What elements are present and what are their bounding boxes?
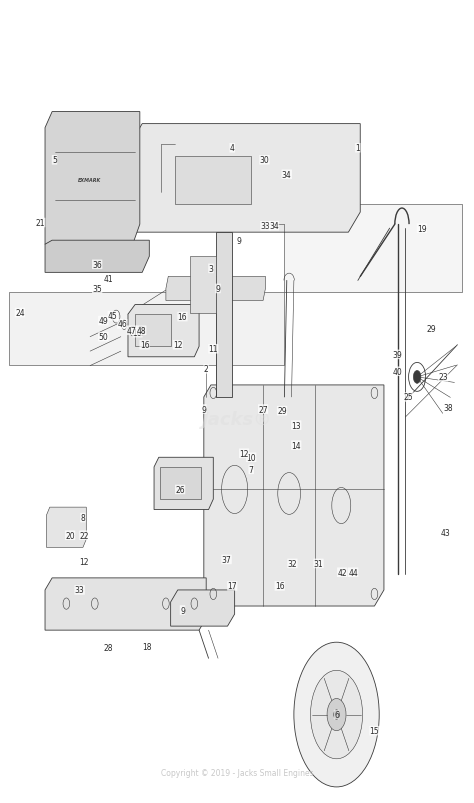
Polygon shape (9, 293, 284, 365)
Polygon shape (166, 277, 265, 301)
Text: 12: 12 (80, 557, 89, 567)
Text: 7: 7 (249, 465, 254, 475)
Text: 34: 34 (269, 222, 279, 231)
Text: 4: 4 (230, 144, 235, 153)
Text: 34: 34 (282, 170, 292, 180)
Polygon shape (45, 241, 149, 273)
Text: 6: 6 (334, 710, 339, 719)
Polygon shape (128, 305, 199, 357)
Polygon shape (204, 385, 384, 606)
Text: 24: 24 (15, 308, 25, 318)
Text: 29: 29 (427, 324, 436, 334)
Text: 40: 40 (392, 367, 402, 377)
Text: 30: 30 (260, 156, 269, 165)
Circle shape (327, 699, 346, 731)
Bar (135, 315, 171, 347)
Text: 10: 10 (246, 453, 256, 463)
Text: 32: 32 (288, 559, 297, 569)
Text: 23: 23 (438, 373, 448, 382)
Text: 20: 20 (65, 531, 75, 540)
Text: 9: 9 (180, 605, 185, 615)
Text: 12: 12 (239, 449, 249, 459)
Text: Copyright © 2019 - Jacks Small Engines: Copyright © 2019 - Jacks Small Engines (161, 768, 313, 777)
Text: 14: 14 (292, 441, 301, 450)
Text: 16: 16 (178, 312, 187, 322)
Text: 16: 16 (275, 581, 284, 591)
Text: 27: 27 (258, 405, 268, 414)
Text: 46: 46 (118, 320, 127, 329)
Text: 35: 35 (92, 284, 102, 294)
Text: 9: 9 (237, 236, 242, 246)
Text: 18: 18 (142, 642, 152, 651)
Text: 50: 50 (99, 332, 108, 342)
Text: 33: 33 (261, 222, 270, 231)
Text: 9: 9 (201, 405, 206, 414)
Polygon shape (284, 205, 462, 293)
Polygon shape (45, 112, 140, 245)
Text: 21: 21 (36, 218, 45, 228)
Text: 13: 13 (292, 421, 301, 430)
Text: 28: 28 (103, 643, 113, 653)
Polygon shape (46, 507, 86, 548)
Text: 10: 10 (133, 328, 142, 338)
Text: 15: 15 (370, 726, 379, 736)
Polygon shape (216, 233, 232, 397)
Text: 29: 29 (277, 406, 287, 416)
Text: 38: 38 (443, 403, 453, 413)
Circle shape (310, 671, 363, 759)
Text: 1: 1 (356, 144, 360, 153)
Text: 39: 39 (392, 350, 402, 360)
Polygon shape (135, 124, 360, 233)
Text: 44: 44 (348, 568, 358, 577)
Text: 22: 22 (80, 531, 89, 540)
Circle shape (334, 710, 339, 719)
Text: 31: 31 (314, 559, 323, 569)
Circle shape (413, 371, 421, 384)
Bar (175, 157, 251, 205)
Bar (160, 467, 201, 499)
Text: 16: 16 (140, 340, 149, 350)
Text: 41: 41 (103, 275, 113, 284)
Text: 43: 43 (441, 528, 450, 537)
Text: 9: 9 (216, 284, 220, 294)
Polygon shape (154, 458, 213, 510)
Text: 2: 2 (204, 365, 209, 374)
Text: 12: 12 (173, 340, 182, 350)
Text: 8: 8 (81, 513, 85, 523)
Text: 47: 47 (127, 326, 137, 336)
Text: 11: 11 (209, 344, 218, 354)
Text: 36: 36 (92, 260, 102, 270)
Text: 33: 33 (75, 585, 84, 595)
Polygon shape (45, 578, 206, 630)
Text: 37: 37 (222, 555, 231, 565)
Text: 5: 5 (52, 156, 57, 165)
Text: 17: 17 (228, 581, 237, 591)
Text: 26: 26 (175, 485, 185, 495)
Polygon shape (190, 257, 216, 313)
Text: EXMARK: EXMARK (77, 178, 101, 183)
Text: 42: 42 (337, 568, 347, 577)
Text: 19: 19 (417, 224, 427, 234)
Circle shape (294, 642, 379, 787)
Text: Jacks®: Jacks® (202, 410, 272, 428)
Polygon shape (171, 590, 235, 626)
Text: 45: 45 (108, 312, 118, 321)
Text: 49: 49 (99, 316, 108, 326)
Text: 48: 48 (137, 326, 146, 336)
Text: 3: 3 (209, 264, 213, 274)
Text: 25: 25 (404, 393, 413, 402)
